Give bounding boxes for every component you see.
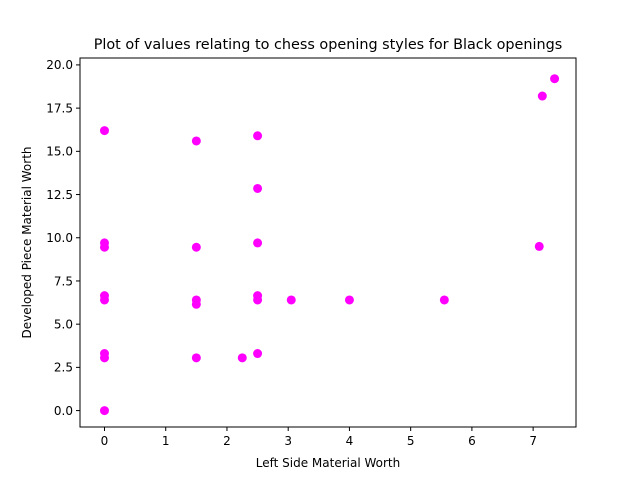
data-point bbox=[253, 295, 263, 305]
y-axis-ticks: 0.0 2.5 5.0 7.5 10.0 12.5 15.0 17.5 20.0 bbox=[46, 58, 80, 418]
data-point bbox=[253, 183, 263, 193]
y-tick-label: 17.5 bbox=[46, 101, 73, 115]
x-tick-label: 7 bbox=[529, 434, 537, 448]
data-point bbox=[191, 136, 201, 146]
x-tick-label: 6 bbox=[468, 434, 476, 448]
y-tick-label: 10.0 bbox=[46, 231, 73, 245]
x-tick-label: 4 bbox=[346, 434, 354, 448]
data-point bbox=[99, 242, 109, 252]
data-point bbox=[99, 295, 109, 305]
x-tick-label: 0 bbox=[101, 434, 109, 448]
y-tick-label: 2.5 bbox=[54, 361, 73, 375]
data-point bbox=[191, 299, 201, 309]
data-points bbox=[99, 74, 560, 416]
plot-area-frame bbox=[79, 57, 577, 428]
x-axis-label: Left Side Material Worth bbox=[256, 456, 400, 470]
y-tick-label: 0.0 bbox=[54, 404, 73, 418]
y-tick-label: 5.0 bbox=[54, 317, 73, 331]
y-tick-label: 12.5 bbox=[46, 188, 73, 202]
y-tick-label: 15.0 bbox=[46, 145, 73, 159]
data-point bbox=[99, 406, 109, 416]
chart-title: Plot of values relating to chess opening… bbox=[94, 37, 563, 53]
data-point bbox=[286, 295, 296, 305]
data-point bbox=[191, 353, 201, 363]
data-point bbox=[99, 353, 109, 363]
data-point bbox=[253, 349, 263, 359]
y-axis-label: Developed Piece Material Worth bbox=[20, 146, 34, 338]
y-tick-label: 20.0 bbox=[46, 58, 73, 72]
data-point bbox=[534, 241, 544, 251]
x-tick-label: 3 bbox=[284, 434, 292, 448]
data-point bbox=[550, 74, 560, 84]
x-tick-label: 5 bbox=[407, 434, 415, 448]
data-point bbox=[237, 353, 247, 363]
y-tick-label: 7.5 bbox=[54, 274, 73, 288]
data-point bbox=[191, 242, 201, 252]
data-point bbox=[344, 295, 354, 305]
data-point bbox=[253, 238, 263, 248]
x-tick-label: 1 bbox=[162, 434, 170, 448]
x-axis-ticks: 0 1 2 3 4 5 6 7 bbox=[101, 427, 537, 448]
data-point bbox=[537, 91, 547, 101]
data-point bbox=[99, 126, 109, 136]
data-point bbox=[253, 131, 263, 141]
x-tick-label: 2 bbox=[223, 434, 231, 448]
data-point bbox=[439, 295, 449, 305]
